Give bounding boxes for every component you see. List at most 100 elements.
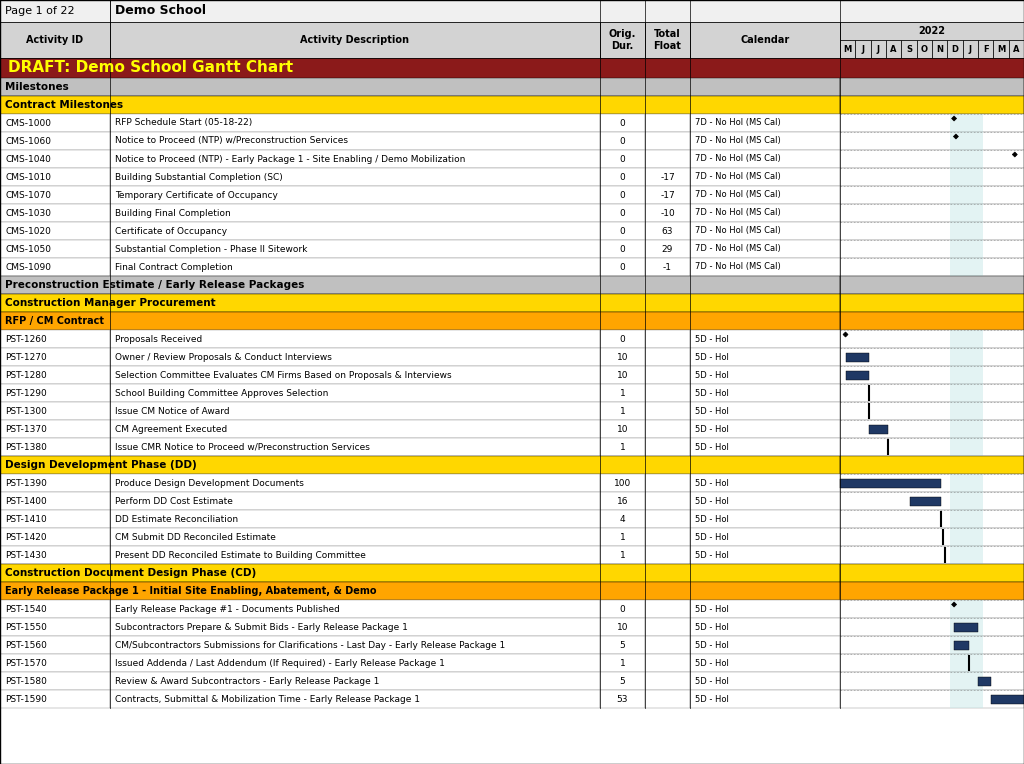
Bar bbox=[110, 654, 600, 672]
Bar bbox=[110, 510, 600, 528]
Text: Building Substantial Completion (SC): Building Substantial Completion (SC) bbox=[115, 173, 283, 182]
Text: 1: 1 bbox=[620, 406, 626, 416]
Text: Present DD Reconciled Estimate to Building Committee: Present DD Reconciled Estimate to Buildi… bbox=[115, 551, 366, 559]
Bar bbox=[950, 150, 983, 168]
Bar bbox=[950, 384, 983, 402]
Text: Notice to Proceed (NTP) w/Preconstruction Services: Notice to Proceed (NTP) w/Preconstructio… bbox=[115, 137, 348, 145]
Text: 1: 1 bbox=[620, 659, 626, 668]
Bar bbox=[600, 636, 645, 654]
Text: Preconstruction Estimate / Early Release Packages: Preconstruction Estimate / Early Release… bbox=[5, 280, 304, 290]
Bar bbox=[840, 222, 1024, 240]
Text: PST-1400: PST-1400 bbox=[5, 497, 47, 506]
Polygon shape bbox=[1013, 152, 1017, 157]
Bar bbox=[0, 672, 110, 690]
Text: DD Estimate Reconciliation: DD Estimate Reconciliation bbox=[115, 514, 239, 523]
Bar bbox=[600, 618, 645, 636]
Bar bbox=[645, 654, 690, 672]
Text: -17: -17 bbox=[660, 173, 675, 182]
Text: 0: 0 bbox=[620, 118, 626, 128]
Text: Activity ID: Activity ID bbox=[27, 35, 84, 45]
Bar bbox=[950, 636, 983, 654]
Bar bbox=[0, 186, 110, 204]
Text: Construction Document Design Phase (CD): Construction Document Design Phase (CD) bbox=[5, 568, 256, 578]
Bar bbox=[690, 672, 840, 690]
Bar bbox=[690, 258, 840, 276]
Text: 0: 0 bbox=[620, 604, 626, 613]
Bar bbox=[645, 366, 690, 384]
Bar bbox=[110, 402, 600, 420]
Bar bbox=[600, 402, 645, 420]
Text: 0: 0 bbox=[620, 173, 626, 182]
Bar bbox=[110, 204, 600, 222]
Text: 16: 16 bbox=[616, 497, 629, 506]
Bar bbox=[690, 528, 840, 546]
Bar bbox=[110, 150, 600, 168]
Text: PST-1370: PST-1370 bbox=[5, 425, 47, 433]
Bar bbox=[0, 132, 110, 150]
Bar bbox=[0, 456, 840, 474]
Bar bbox=[0, 96, 840, 114]
Bar bbox=[0, 348, 110, 366]
Bar bbox=[110, 474, 600, 492]
Bar bbox=[690, 114, 840, 132]
Bar bbox=[840, 564, 1024, 582]
Bar bbox=[690, 366, 840, 384]
Bar bbox=[690, 402, 840, 420]
Bar bbox=[645, 258, 690, 276]
Bar bbox=[110, 240, 600, 258]
Text: PST-1280: PST-1280 bbox=[5, 371, 47, 380]
Text: Demo School: Demo School bbox=[115, 5, 206, 18]
Bar bbox=[950, 546, 983, 564]
Bar bbox=[600, 330, 645, 348]
Bar bbox=[690, 546, 840, 564]
Text: 5D - Hol: 5D - Hol bbox=[695, 694, 729, 704]
Text: A: A bbox=[1013, 44, 1020, 53]
Polygon shape bbox=[953, 134, 958, 139]
Bar bbox=[690, 150, 840, 168]
Bar bbox=[690, 690, 840, 708]
Bar bbox=[950, 654, 983, 672]
Polygon shape bbox=[843, 332, 848, 337]
Bar bbox=[645, 132, 690, 150]
Bar bbox=[600, 348, 645, 366]
Bar bbox=[110, 0, 1024, 22]
Text: 5D - Hol: 5D - Hol bbox=[695, 533, 729, 542]
Bar bbox=[645, 168, 690, 186]
Bar bbox=[600, 384, 645, 402]
Bar bbox=[0, 22, 110, 58]
Bar bbox=[947, 40, 963, 58]
Bar bbox=[840, 40, 855, 58]
Text: CM Agreement Executed: CM Agreement Executed bbox=[115, 425, 227, 433]
Text: 7D - No Hol (MS Cal): 7D - No Hol (MS Cal) bbox=[695, 137, 780, 145]
Text: 5D - Hol: 5D - Hol bbox=[695, 442, 729, 452]
Text: 0: 0 bbox=[620, 137, 626, 145]
Bar bbox=[840, 510, 1024, 528]
Text: CMS-1070: CMS-1070 bbox=[5, 190, 51, 199]
Bar bbox=[840, 456, 1024, 474]
Bar bbox=[110, 114, 600, 132]
Text: 29: 29 bbox=[662, 244, 673, 254]
Bar bbox=[1009, 40, 1024, 58]
Bar bbox=[110, 438, 600, 456]
Text: Total
Float: Total Float bbox=[653, 29, 681, 50]
Bar bbox=[645, 492, 690, 510]
Bar bbox=[690, 618, 840, 636]
Bar bbox=[954, 640, 969, 649]
Text: 7D - No Hol (MS Cal): 7D - No Hol (MS Cal) bbox=[695, 209, 780, 218]
Bar bbox=[110, 690, 600, 708]
Bar bbox=[950, 114, 983, 132]
Bar bbox=[840, 132, 1024, 150]
Bar bbox=[645, 510, 690, 528]
Bar bbox=[916, 40, 932, 58]
Text: RFP Schedule Start (05-18-22): RFP Schedule Start (05-18-22) bbox=[115, 118, 252, 128]
Text: 100: 100 bbox=[613, 478, 631, 487]
Bar bbox=[110, 348, 600, 366]
Text: S: S bbox=[906, 44, 912, 53]
Text: 1: 1 bbox=[620, 551, 626, 559]
Bar bbox=[645, 636, 690, 654]
Bar bbox=[110, 168, 600, 186]
Bar bbox=[846, 352, 869, 361]
Bar bbox=[690, 636, 840, 654]
Bar bbox=[950, 132, 983, 150]
Bar bbox=[840, 636, 1024, 654]
